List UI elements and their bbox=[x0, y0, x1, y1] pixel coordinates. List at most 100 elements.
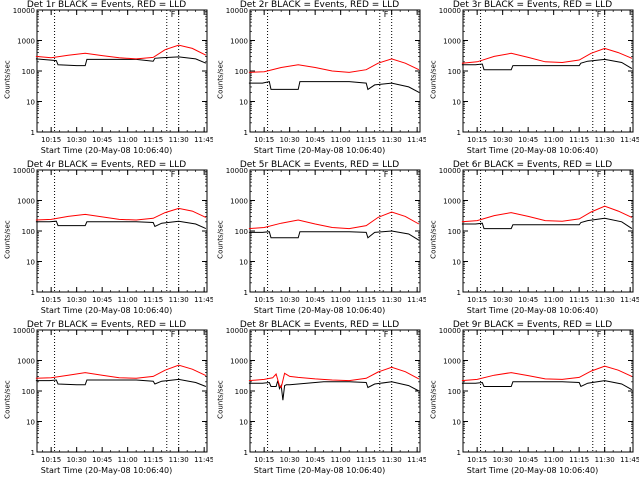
y-tick-label: 1000 bbox=[230, 38, 248, 46]
series-line-events bbox=[461, 380, 633, 391]
series-line-events bbox=[248, 380, 420, 401]
chart-plot: F 1 10 100 1000 10000 10:15 10:30 10:45 11:00 11:1… bbox=[13, 167, 213, 304]
x-tick-label: 11:00 bbox=[331, 296, 351, 304]
chart-title: Det 2r BLACK = Events, RED = LLD bbox=[239, 0, 400, 10]
y-tick-label: 1000 bbox=[17, 198, 35, 206]
y-axis-label: Counts/sec bbox=[216, 220, 225, 259]
y-tick-label: 100 bbox=[448, 388, 461, 396]
y-tick-label: 10000 bbox=[226, 167, 248, 175]
plot-frame bbox=[36, 169, 208, 293]
y-tick-label: 10 bbox=[452, 259, 461, 267]
x-tick-label: 11:15 bbox=[569, 456, 589, 464]
x-tick-label: 11:00 bbox=[544, 456, 564, 464]
x-tick-label: 11:15 bbox=[143, 456, 163, 464]
x-tick-label: 11:30 bbox=[169, 456, 189, 464]
chart-title: Det 6r BLACK = Events, RED = LLD bbox=[452, 160, 613, 170]
x-tick-label: 11:15 bbox=[569, 296, 589, 304]
chart-panel: F 1 10 100 1000 10000 10:15 10:30 10:45 11:00 11:1… bbox=[213, 0, 427, 160]
series-line-lld bbox=[461, 47, 633, 64]
x-tick-label: 11:30 bbox=[595, 456, 615, 464]
plot-frame bbox=[249, 329, 421, 453]
x-tick-label: 10:15 bbox=[41, 296, 61, 304]
plot-frame bbox=[36, 329, 208, 453]
x-axis-label: Start Time (20-May-08 10:06:40) bbox=[466, 466, 599, 475]
y-tick-label: 10 bbox=[26, 259, 35, 267]
y-axis-label: Counts/sec bbox=[429, 220, 438, 259]
chart-panel: F 1 10 100 1000 10000 10:15 10:30 10:45 11:00 11:1… bbox=[213, 320, 427, 480]
x-axis-label: Start Time (20-May-08 10:06:40) bbox=[40, 466, 173, 475]
x-tick-label: 11:30 bbox=[169, 136, 189, 144]
y-tick-label: 1000 bbox=[443, 358, 461, 366]
y-tick-label: 100 bbox=[235, 388, 248, 396]
x-tick-label: 10:30 bbox=[280, 456, 300, 464]
y-tick-label: 1000 bbox=[17, 358, 35, 366]
x-tick-label: 10:45 bbox=[92, 296, 112, 304]
plot-frame bbox=[36, 9, 208, 133]
chart-plot: F 1 10 100 1000 10000 10:15 10:30 10:45 11:00 11:1… bbox=[13, 7, 213, 144]
y-tick-label: 10000 bbox=[226, 7, 248, 15]
x-tick-label: 10:15 bbox=[41, 136, 61, 144]
chart-title: Det 7r BLACK = Events, RED = LLD bbox=[26, 320, 187, 330]
x-tick-label: 10:15 bbox=[467, 296, 487, 304]
flag-marker-label: F bbox=[597, 330, 602, 339]
flag-marker-label: F bbox=[171, 170, 176, 179]
chart-title: Det 8r BLACK = Events, RED = LLD bbox=[239, 320, 400, 330]
flag-marker-label: F bbox=[597, 170, 602, 179]
y-axis-label: Counts/sec bbox=[429, 60, 438, 99]
x-tick-label: 10:15 bbox=[41, 456, 61, 464]
x-tick-label: 10:15 bbox=[467, 136, 487, 144]
chart-panel: F 1 10 100 1000 10000 10:15 10:30 10:45 11:00 11:1… bbox=[0, 0, 214, 160]
x-axis-label: Start Time (20-May-08 10:06:40) bbox=[466, 306, 599, 315]
y-axis-label: Counts/sec bbox=[3, 60, 12, 99]
series-line-events bbox=[461, 217, 633, 230]
x-axis-label: Start Time (20-May-08 10:06:40) bbox=[253, 466, 386, 475]
x-tick-label: 10:30 bbox=[67, 136, 87, 144]
x-tick-label: 10:30 bbox=[493, 296, 513, 304]
y-tick-label: 100 bbox=[448, 228, 461, 236]
y-tick-label: 100 bbox=[22, 68, 35, 76]
x-tick-label: 10:30 bbox=[67, 296, 87, 304]
series-line-events bbox=[461, 58, 633, 71]
y-tick-label: 1000 bbox=[17, 38, 35, 46]
x-tick-label: 11:45 bbox=[407, 296, 426, 304]
chart-title: Det 9r BLACK = Events, RED = LLD bbox=[452, 320, 613, 330]
x-tick-label: 10:15 bbox=[254, 136, 274, 144]
series-line-events bbox=[248, 81, 420, 93]
y-tick-label: 10 bbox=[452, 99, 461, 107]
chart-plot: F 1 10 100 1000 10000 10:15 10:30 10:45 11:00 11:1… bbox=[226, 167, 426, 304]
x-tick-label: 11:15 bbox=[356, 456, 376, 464]
chart-panel: F 1 10 100 1000 10000 10:15 10:30 10:45 11:00 11:1… bbox=[213, 160, 427, 320]
x-axis-label: Start Time (20-May-08 10:06:40) bbox=[253, 146, 386, 155]
plot-frame bbox=[462, 329, 634, 453]
y-tick-label: 10000 bbox=[439, 7, 461, 15]
flag-marker-label: F bbox=[597, 10, 602, 19]
x-tick-label: 10:45 bbox=[305, 296, 325, 304]
chart-plot: F 1 10 100 1000 10000 10:15 10:30 10:45 11:00 11:1… bbox=[226, 327, 426, 464]
x-tick-label: 11:00 bbox=[544, 296, 564, 304]
y-tick-label: 100 bbox=[448, 68, 461, 76]
plot-frame bbox=[462, 9, 634, 133]
x-tick-label: 11:00 bbox=[118, 296, 138, 304]
x-tick-label: 11:45 bbox=[620, 456, 639, 464]
x-axis-label: Start Time (20-May-08 10:06:40) bbox=[40, 306, 173, 315]
chart-panel: F 1 10 100 1000 10000 10:15 10:30 10:45 11:00 11:1… bbox=[426, 320, 640, 480]
x-tick-label: 10:45 bbox=[305, 136, 325, 144]
x-tick-label: 10:30 bbox=[493, 136, 513, 144]
x-tick-label: 11:30 bbox=[382, 136, 402, 144]
x-axis-label: Start Time (20-May-08 10:06:40) bbox=[253, 306, 386, 315]
y-axis-label: Counts/sec bbox=[3, 220, 12, 259]
chart-plot: F 1 10 100 1000 10000 10:15 10:30 10:45 11:00 11:1… bbox=[13, 327, 213, 464]
y-tick-label: 100 bbox=[235, 228, 248, 236]
x-tick-label: 11:30 bbox=[382, 296, 402, 304]
y-tick-label: 10000 bbox=[13, 7, 35, 15]
y-tick-label: 100 bbox=[22, 228, 35, 236]
x-tick-label: 10:30 bbox=[67, 456, 87, 464]
y-tick-label: 100 bbox=[235, 68, 248, 76]
x-tick-label: 10:15 bbox=[254, 296, 274, 304]
chart-title: Det 5r BLACK = Events, RED = LLD bbox=[239, 160, 400, 170]
series-line-lld bbox=[35, 364, 207, 379]
x-tick-label: 10:45 bbox=[518, 136, 538, 144]
y-tick-label: 1000 bbox=[443, 198, 461, 206]
x-tick-label: 11:45 bbox=[194, 456, 213, 464]
y-tick-label: 10 bbox=[239, 419, 248, 427]
